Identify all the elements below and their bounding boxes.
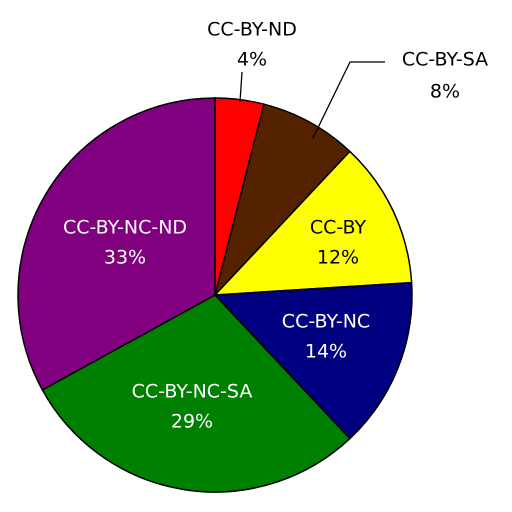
pie-slice xyxy=(213,281,413,440)
leader-line xyxy=(239,71,243,103)
slice-value-label: 33% xyxy=(104,247,146,269)
slice-value-label: 29% xyxy=(171,411,213,433)
slice-value-label: 4% xyxy=(237,49,267,71)
slice-label: CC-BY-NC-ND xyxy=(63,217,187,239)
slice-value-label: 8% xyxy=(430,81,460,103)
pie-slice xyxy=(214,103,351,296)
slice-label: CC-BY-NC xyxy=(282,311,370,333)
slice-label: CC-BY-NC-SA xyxy=(132,381,253,403)
slice-value-label: 12% xyxy=(317,247,359,269)
pie-slice xyxy=(41,294,351,493)
pie-slice xyxy=(213,150,413,296)
slice-label: CC-BY xyxy=(310,217,367,239)
leader-line xyxy=(312,61,385,139)
slice-label: CC-BY-ND xyxy=(207,19,297,41)
pie-slice xyxy=(17,97,216,391)
slice-label: CC-BY-SA xyxy=(402,49,488,71)
slice-value-label: 14% xyxy=(305,341,347,363)
